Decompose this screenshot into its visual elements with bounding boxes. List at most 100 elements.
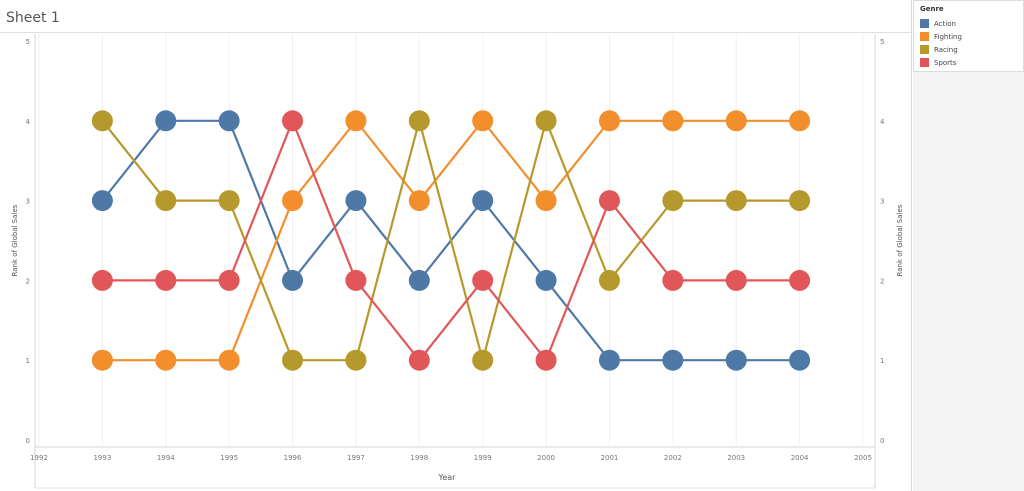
x-tick-label: 2002 [664, 454, 682, 462]
x-tick-label: 2004 [791, 454, 809, 462]
y-tick-label: 5 [26, 38, 30, 46]
data-point-fighting [789, 110, 811, 132]
data-point-action [218, 110, 240, 132]
line-chart[interactable]: 0 0 1 1 2 2 3 3 4 4 5 5 1992 1993 1994 1995 1996 1997 1998… [0, 0, 911, 491]
data-point-racing [535, 110, 557, 132]
series-line-sports [102, 117, 800, 363]
legend-swatch-racing [920, 45, 929, 54]
data-point-sports [91, 269, 113, 291]
x-tick-label: 1996 [284, 454, 302, 462]
x-tick-label: 1995 [220, 454, 238, 462]
sheet-title[interactable]: Sheet 1 [6, 10, 60, 26]
data-point-racing [789, 190, 811, 212]
side-panel-background [913, 72, 1024, 491]
data-point-fighting [408, 190, 430, 212]
x-tick-label: 2001 [601, 454, 619, 462]
data-point-sports [725, 269, 747, 291]
data-point-sports [472, 269, 494, 291]
legend-item-action[interactable]: Action [920, 18, 956, 29]
worksheet: Sheet 1 0 0 1 1 2 2 3 3 4 4 5 5 1992 1993 1994 1995 1996… [0, 0, 912, 491]
data-point-racing [725, 190, 747, 212]
legend-swatch-action [920, 19, 929, 28]
legend-label-sports: Sports [934, 58, 957, 67]
data-point-racing [472, 349, 494, 371]
x-tick-label: 2000 [537, 454, 555, 462]
x-tick-label: 1998 [410, 454, 428, 462]
x-tick-label: 1992 [30, 454, 48, 462]
data-point-action [91, 190, 113, 212]
legend-label-racing: Racing [934, 45, 958, 54]
series-line-racing [101, 116, 800, 365]
legend-swatch-sports [920, 58, 929, 67]
x-tick-label: 2003 [727, 454, 745, 462]
legend-label-action: Action [934, 19, 956, 28]
data-point-fighting [345, 110, 367, 132]
y-tick-label-right: 4 [880, 118, 885, 126]
data-point-fighting [535, 190, 557, 212]
y-tick-label: 2 [26, 277, 30, 285]
data-point-sports [662, 269, 684, 291]
legend-item-sports[interactable]: Sports [920, 57, 956, 68]
data-point-action [345, 190, 367, 212]
data-point-fighting [218, 349, 240, 371]
y-tick-label-right: 3 [880, 198, 884, 206]
data-point-racing [408, 110, 430, 132]
data-point-fighting [282, 190, 304, 212]
data-point-racing [282, 349, 304, 371]
x-tick-label: 1999 [474, 454, 492, 462]
legend-swatch-fighting [920, 32, 929, 41]
y-tick-label: 3 [26, 198, 30, 206]
data-point-sports [282, 110, 304, 132]
legend-title: Genre [920, 5, 944, 13]
legend-label-fighting: Fighting [934, 32, 962, 41]
y-axis-title-right: Rank of Global Sales [896, 204, 904, 276]
data-point-fighting [155, 349, 177, 371]
title-divider [0, 32, 911, 33]
legend-card[interactable]: Genre Action Fighting Racing Sports [913, 0, 1024, 72]
data-point-action [282, 269, 304, 291]
data-point-racing [345, 349, 367, 371]
x-tick-label: 1994 [157, 454, 175, 462]
legend-item-fighting[interactable]: Fighting [920, 31, 962, 42]
data-point-action [472, 190, 494, 212]
x-tick-label: 1993 [93, 454, 111, 462]
data-point-racing [218, 190, 240, 212]
data-point-fighting [472, 110, 494, 132]
x-axis-title: Year [438, 473, 457, 482]
data-point-fighting [662, 110, 684, 132]
data-point-action [725, 349, 747, 371]
data-point-sports [345, 269, 367, 291]
data-point-sports [218, 269, 240, 291]
data-point-sports [155, 269, 177, 291]
data-point-sports [789, 269, 811, 291]
y-tick-label-right: 5 [880, 38, 884, 46]
y-axis-title: Rank of Global Sales [11, 204, 19, 276]
x-tick-label: 2005 [854, 454, 872, 462]
data-point-action [789, 349, 811, 371]
data-point-racing [662, 190, 684, 212]
y-tick-label-right: 1 [880, 357, 884, 365]
data-point-action [598, 349, 620, 371]
data-point-action [535, 269, 557, 291]
y-tick-label: 4 [26, 118, 31, 126]
y-tick-label: 0 [26, 437, 30, 445]
data-point-racing [155, 190, 177, 212]
data-point-sports [535, 349, 557, 371]
data-point-fighting [91, 349, 113, 371]
legend-panel: Genre Action Fighting Racing Sports [913, 0, 1024, 100]
x-tick-label: 1997 [347, 454, 365, 462]
data-point-action [408, 269, 430, 291]
y-tick-label-right: 0 [880, 437, 884, 445]
data-point-racing [91, 110, 113, 132]
legend-item-racing[interactable]: Racing [920, 44, 958, 55]
data-point-fighting [598, 110, 620, 132]
data-point-fighting [725, 110, 747, 132]
y-tick-label: 1 [26, 357, 30, 365]
data-point-sports [408, 349, 430, 371]
data-point-action [155, 110, 177, 132]
data-point-action [662, 349, 684, 371]
y-tick-label-right: 2 [880, 277, 884, 285]
data-point-racing [598, 269, 620, 291]
series-line-fighting [102, 119, 800, 362]
data-point-sports [598, 190, 620, 212]
